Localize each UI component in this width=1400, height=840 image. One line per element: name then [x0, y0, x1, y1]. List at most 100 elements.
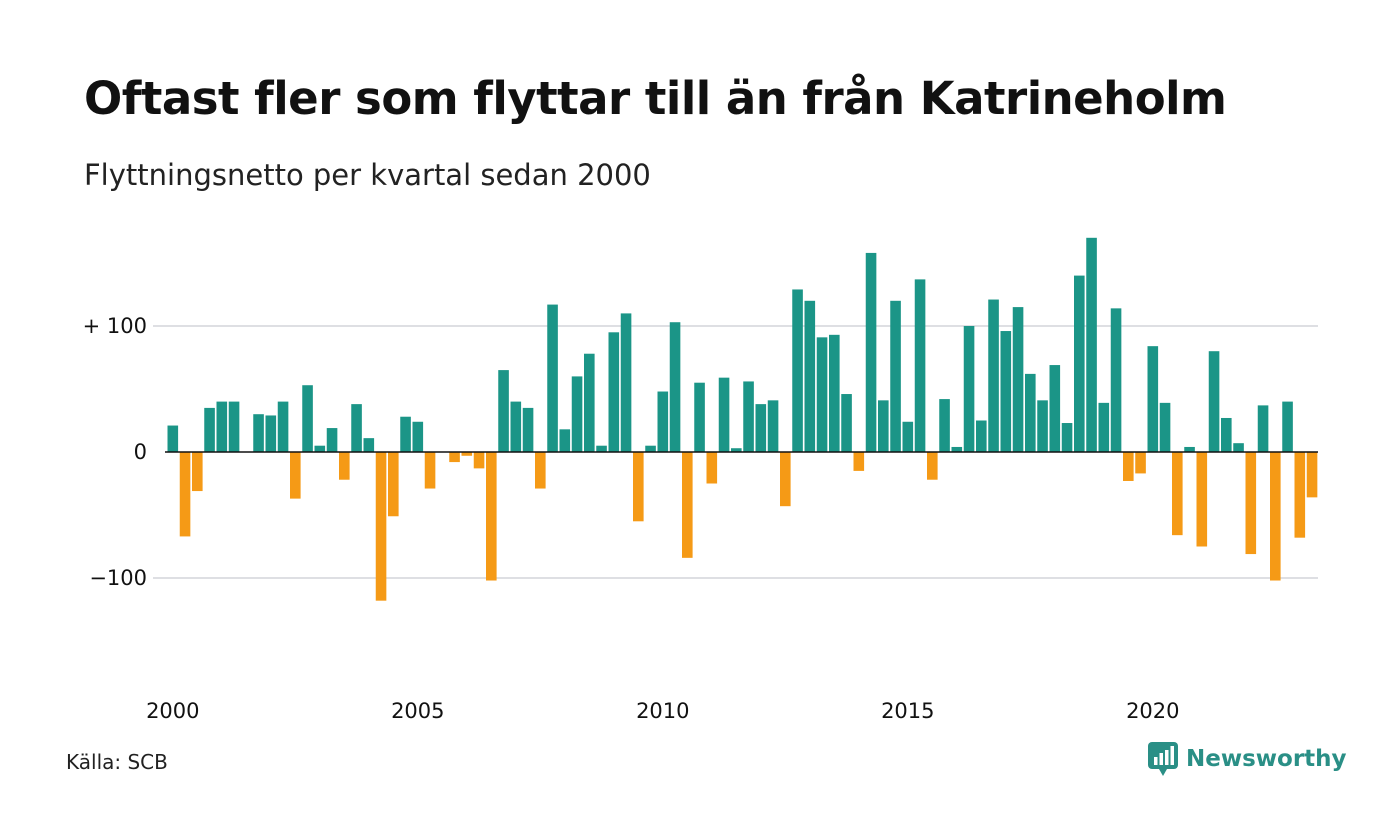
chart-subtitle: Flyttningsnetto per kvartal sedan 2000 — [84, 158, 651, 192]
bar-2009K3 — [633, 452, 644, 522]
chart-bubble-icon — [1148, 742, 1178, 776]
bar-2013K3 — [829, 334, 840, 452]
bar-2020K1 — [1147, 346, 1159, 452]
bar-2004K3 — [388, 452, 399, 517]
bar-2011K2 — [718, 377, 730, 452]
bar-2002K1 — [265, 415, 277, 452]
bar-2004K1 — [363, 438, 375, 452]
bar-2013K2 — [816, 337, 828, 452]
bar-2016K3 — [976, 420, 987, 452]
bar-2003K4 — [351, 404, 362, 452]
bar-2018K1 — [1049, 365, 1061, 452]
bar-2003K3 — [339, 452, 350, 480]
bar-2022K3 — [1270, 452, 1281, 581]
bar-2019K3 — [1123, 452, 1134, 481]
x-tick-label: 2020 — [1126, 699, 1179, 723]
bar-2000K1 — [167, 425, 179, 452]
bar-2018K2 — [1061, 423, 1073, 452]
bar-2016K4 — [988, 299, 999, 452]
bar-2010K1 — [657, 391, 669, 452]
bar-2005K4 — [449, 452, 460, 463]
brand-name: Newsworthy — [1186, 746, 1347, 772]
bar-2013K4 — [841, 394, 852, 452]
bar-2006K4 — [498, 370, 509, 452]
bar-2000K3 — [192, 452, 203, 492]
bar-2007K2 — [522, 407, 534, 452]
bar-2017K1 — [1000, 331, 1012, 452]
bar-2018K3 — [1074, 275, 1085, 452]
bar-2006K3 — [486, 452, 497, 581]
bar-2012K2 — [767, 400, 779, 452]
bar-2016K2 — [963, 326, 975, 452]
bar-2008K4 — [596, 445, 607, 452]
bar-2007K1 — [510, 401, 522, 452]
bar-2001K1 — [216, 401, 228, 452]
bar-2019K4 — [1135, 452, 1146, 474]
bar-2007K4 — [547, 304, 558, 452]
bar-2009K1 — [608, 332, 620, 452]
bar-2011K1 — [706, 452, 718, 484]
x-tick-label: 2005 — [391, 699, 444, 723]
x-tick-label: 2010 — [636, 699, 689, 723]
bar-2019K2 — [1110, 308, 1122, 452]
bar-2019K1 — [1098, 402, 1110, 452]
bar-2017K3 — [1025, 373, 1036, 452]
bar-2000K2 — [179, 452, 191, 537]
bar-2011K4 — [743, 381, 754, 452]
bar-2020K4 — [1184, 446, 1195, 452]
x-tick-label: 2015 — [881, 699, 934, 723]
bar-2003K1 — [314, 445, 326, 452]
bar-2003K2 — [326, 428, 338, 452]
bar-2016K1 — [951, 446, 963, 452]
bar-2005K2 — [424, 452, 436, 489]
bar-2021K4 — [1233, 443, 1244, 452]
bar-2023K1 — [1294, 452, 1306, 538]
bar-2015K3 — [927, 452, 938, 480]
bar-2005K1 — [412, 421, 424, 452]
bar-2021K3 — [1221, 417, 1232, 452]
bar-2008K2 — [571, 376, 583, 452]
y-tick-label: −100 — [89, 566, 147, 590]
bar-2017K4 — [1037, 400, 1048, 452]
bar-2006K1 — [461, 452, 473, 456]
bar-2020K2 — [1159, 402, 1171, 452]
bar-2020K3 — [1172, 452, 1183, 536]
bar-2012K3 — [780, 452, 791, 507]
bar-2002K4 — [302, 385, 313, 452]
source-note: Källa: SCB — [66, 750, 168, 774]
bar-2011K3 — [731, 448, 742, 452]
bar-2004K2 — [375, 452, 387, 601]
y-tick-label: 0 — [134, 440, 147, 464]
grid-lines — [153, 325, 1318, 579]
chart-title: Oftast fler som flyttar till än från Kat… — [84, 72, 1227, 125]
bar-2014K1 — [853, 452, 865, 471]
bar-2010K2 — [669, 322, 681, 452]
bars — [167, 237, 1318, 601]
bar-2017K2 — [1012, 307, 1024, 452]
bar-2000K4 — [204, 407, 215, 452]
bar-2010K4 — [694, 382, 705, 452]
bar-2014K3 — [878, 400, 889, 452]
bar-2013K1 — [804, 300, 816, 452]
bar-2014K2 — [865, 252, 877, 452]
bar-2022K1 — [1245, 452, 1257, 555]
bar-2002K3 — [290, 452, 301, 499]
bar-2014K4 — [890, 300, 901, 452]
x-tick-label: 2000 — [146, 699, 199, 723]
bar-2012K4 — [792, 289, 803, 452]
bar-2012K1 — [755, 404, 767, 452]
bar-2015K4 — [939, 399, 950, 452]
bar-2021K2 — [1208, 351, 1220, 452]
bar-2021K1 — [1196, 452, 1208, 547]
brand-logo: Newsworthy — [1148, 742, 1347, 776]
bar-2018K4 — [1086, 237, 1097, 452]
bar-2006K2 — [473, 452, 485, 469]
bar-2008K3 — [584, 353, 595, 452]
bar-2007K3 — [535, 452, 546, 489]
bar-2002K2 — [277, 401, 289, 452]
bar-2015K2 — [914, 279, 926, 452]
bar-2001K4 — [253, 414, 264, 452]
bar-2022K2 — [1257, 405, 1269, 452]
bar-2004K4 — [400, 416, 411, 452]
